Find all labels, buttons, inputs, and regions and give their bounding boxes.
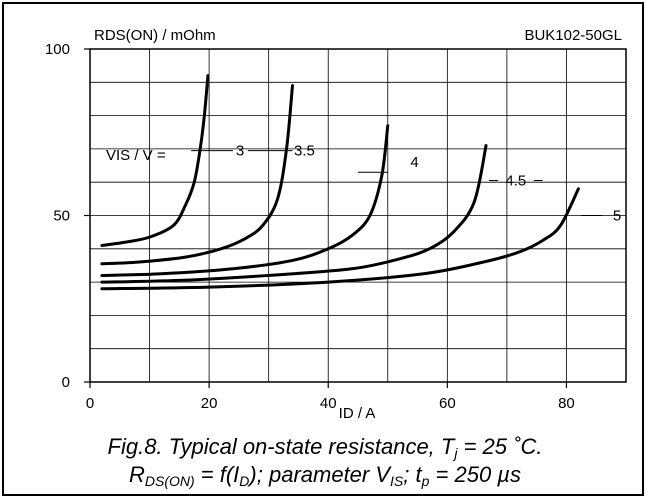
caption-text: Fig.8. Typical on-state resistance, T xyxy=(107,434,455,459)
x-axis-label: ID / A xyxy=(339,405,376,422)
x-tick-label: 40 xyxy=(320,395,337,412)
axis-ticks xyxy=(84,48,568,388)
tick-labels: 0 20 40 60 80 0 50 100 xyxy=(45,41,575,412)
series-label-3-5: 3.5 xyxy=(294,143,315,160)
series-line-5 xyxy=(100,187,580,291)
series-line-3 xyxy=(100,74,210,247)
y-tick-label: 0 xyxy=(62,374,70,391)
series-label-5: 5 xyxy=(613,208,621,225)
x-tick-label: 60 xyxy=(439,395,456,412)
caption-text: ); parameter V xyxy=(249,462,391,487)
series-label-4-5: 4.5 xyxy=(505,173,526,190)
series-line-4 xyxy=(100,124,390,277)
y-axis-label: RDS(ON) / mOhm xyxy=(94,27,216,44)
grid-lines xyxy=(90,49,626,382)
y-tick-label: 50 xyxy=(53,208,70,225)
series-label-4: 4 xyxy=(410,154,418,171)
series-curves xyxy=(100,74,580,291)
caption-subscript: DS(ON) xyxy=(144,473,195,489)
caption-subscript: p xyxy=(421,473,430,489)
series-label-3: 3 xyxy=(236,143,244,160)
caption-line-2: RDS(ON) = f(ID); parameter VIS; tp = 250… xyxy=(0,462,650,489)
x-tick-label: 20 xyxy=(201,395,218,412)
series-line-3-5 xyxy=(100,84,294,266)
figure-frame xyxy=(2,2,644,496)
caption-text: R xyxy=(129,462,145,487)
caption-text: = f(I xyxy=(194,462,240,487)
device-label: BUK102-50GL xyxy=(524,27,622,44)
caption-line-1: Fig.8. Typical on-state resistance, Tj =… xyxy=(0,434,650,461)
series-line-4-5 xyxy=(100,144,488,284)
series-labels: 3 3.5 4 4.5 5 xyxy=(191,143,621,225)
caption-text: = 250 µs xyxy=(429,462,521,487)
caption-subscript: j xyxy=(454,445,458,461)
caption-text: ; t xyxy=(403,462,422,487)
parameter-label: VIS / V = xyxy=(106,147,166,164)
x-tick-label: 0 xyxy=(86,395,94,412)
caption-text: = 25 ˚C. xyxy=(457,434,543,459)
caption-subscript: D xyxy=(239,473,250,489)
caption-subscript: IS xyxy=(390,473,404,489)
y-tick-label: 100 xyxy=(45,41,70,58)
x-tick-label: 80 xyxy=(558,395,575,412)
